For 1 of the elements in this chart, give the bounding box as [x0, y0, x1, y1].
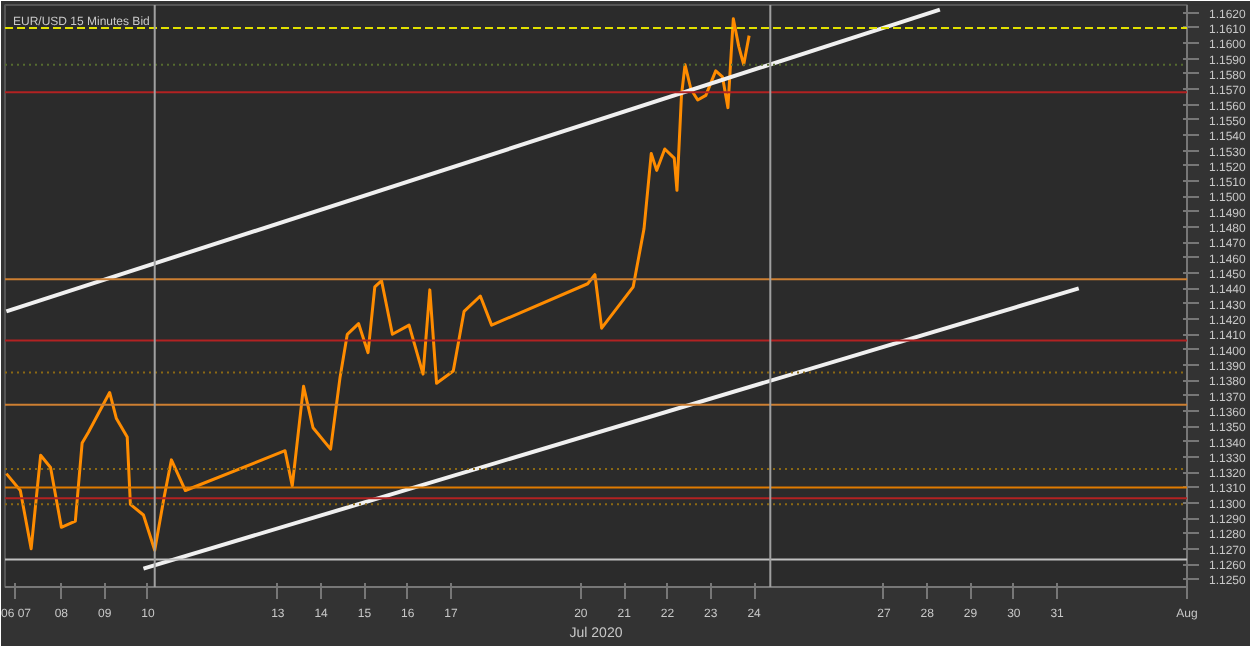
line-series: [5, 17, 751, 552]
